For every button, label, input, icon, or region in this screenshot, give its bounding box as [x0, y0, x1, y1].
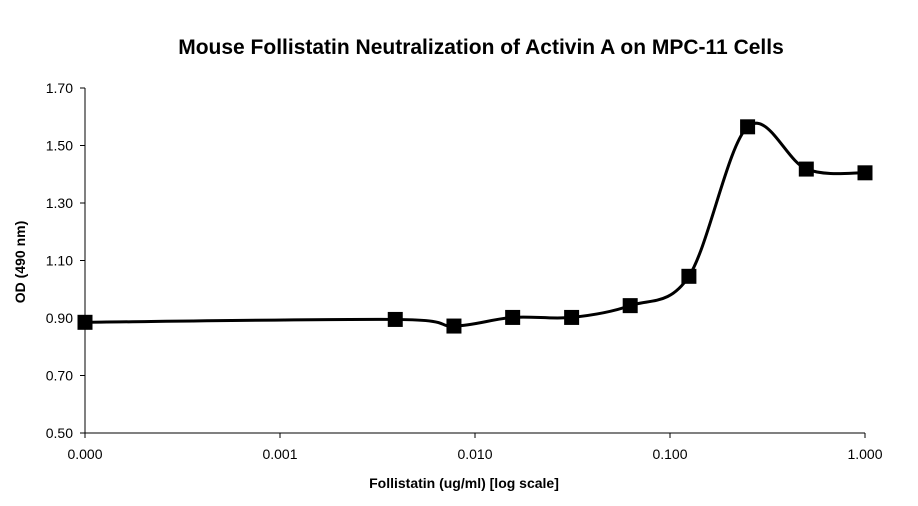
- data-point-marker: [77, 314, 93, 330]
- chart-title: Mouse Follistatin Neutralization of Acti…: [178, 36, 784, 59]
- data-point-marker: [622, 298, 638, 314]
- y-tick-label: 1.30: [46, 195, 73, 211]
- y-tick-label: 0.90: [46, 310, 73, 326]
- data-point-marker: [505, 309, 521, 325]
- y-axis-label: OD (490 nm): [12, 221, 28, 303]
- data-point-marker: [446, 318, 462, 334]
- x-tick-label: 0.100: [652, 446, 687, 462]
- x-tick-label: 0.000: [67, 446, 102, 462]
- data-point-marker: [798, 161, 814, 177]
- x-tick-label: 0.010: [457, 446, 492, 462]
- x-tick-label: 1.000: [847, 446, 882, 462]
- data-point-marker: [857, 165, 873, 181]
- data-point-marker: [387, 311, 403, 327]
- series-line: [84, 121, 866, 328]
- x-axis-label: Follistatin (ug/ml) [log scale]: [369, 475, 559, 491]
- data-point-marker: [564, 309, 580, 325]
- data-point-marker: [740, 119, 756, 135]
- y-tick-label: 0.70: [46, 368, 73, 384]
- y-tick-label: 1.10: [46, 253, 73, 269]
- plot-area: 0.50 0.70 0.90 1.10 1.30 1.50 1.70 0.000 0.001 0.…: [46, 80, 883, 462]
- x-tick-label: 0.001: [262, 446, 297, 462]
- data-point-marker: [681, 268, 697, 284]
- y-tick-label: 1.70: [46, 80, 73, 96]
- y-tick-label: 0.50: [46, 425, 73, 441]
- y-tick-label: 1.50: [46, 138, 73, 154]
